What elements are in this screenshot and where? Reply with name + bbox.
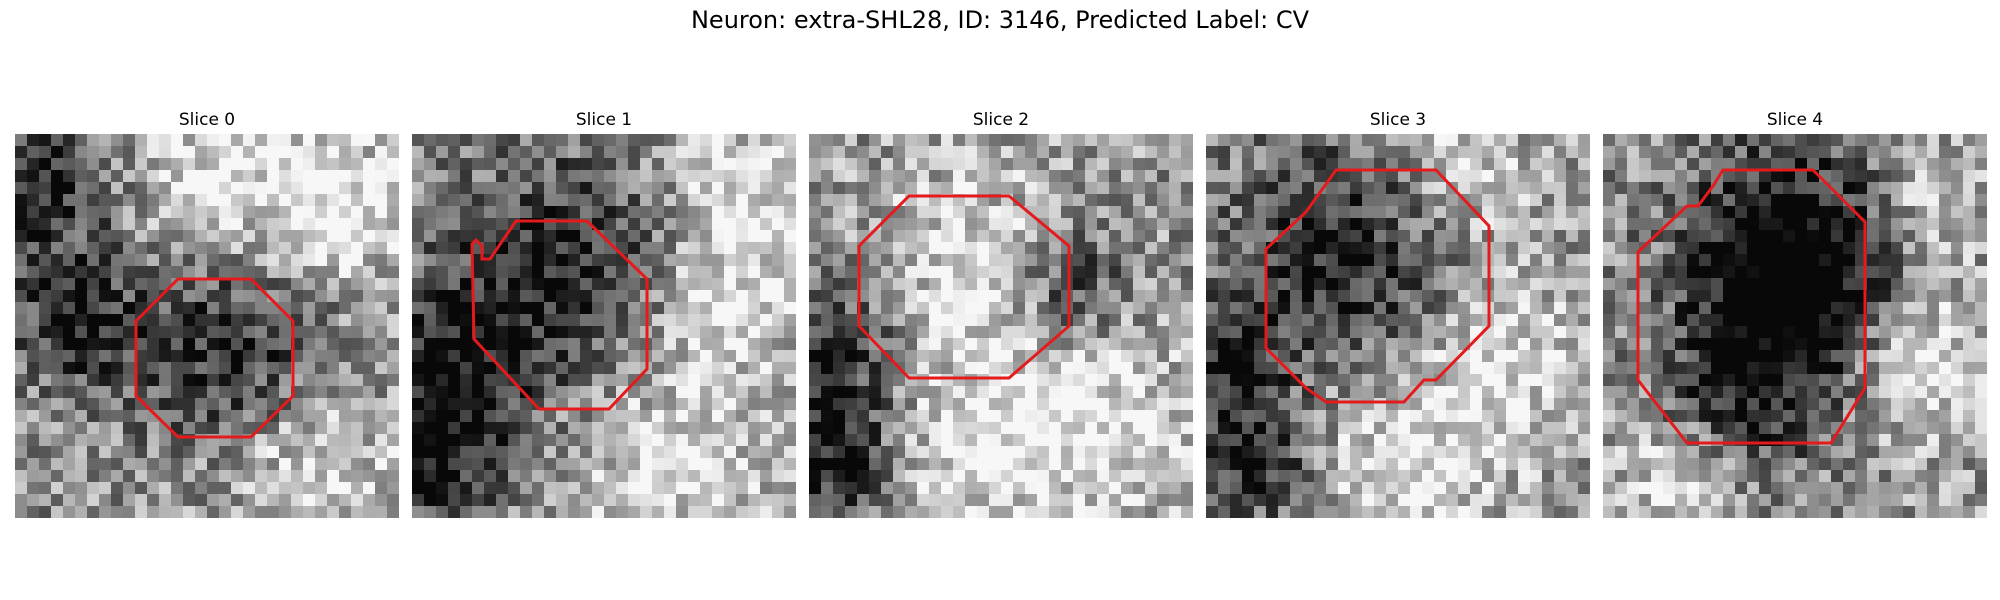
slice-title: Slice 3 bbox=[1369, 110, 1427, 130]
slice-title: Slice 4 bbox=[1766, 110, 1824, 130]
slice-image bbox=[412, 134, 796, 518]
segmentation-contour bbox=[470, 219, 649, 411]
slice-image bbox=[1206, 134, 1590, 518]
slice-image bbox=[1603, 134, 1987, 518]
segmentation-contour bbox=[1636, 168, 1867, 445]
slice-title: Slice 0 bbox=[178, 110, 236, 130]
slice-title: Slice 1 bbox=[575, 110, 633, 130]
figure-title: Neuron: extra-SHL28, ID: 3146, Predicted… bbox=[690, 6, 1310, 34]
slice-title: Slice 2 bbox=[972, 110, 1030, 130]
slice-image bbox=[809, 134, 1193, 518]
slice-image bbox=[15, 134, 399, 518]
segmentation-contour bbox=[857, 194, 1071, 380]
segmentation-contour bbox=[1264, 168, 1491, 404]
segmentation-contour bbox=[134, 277, 295, 439]
